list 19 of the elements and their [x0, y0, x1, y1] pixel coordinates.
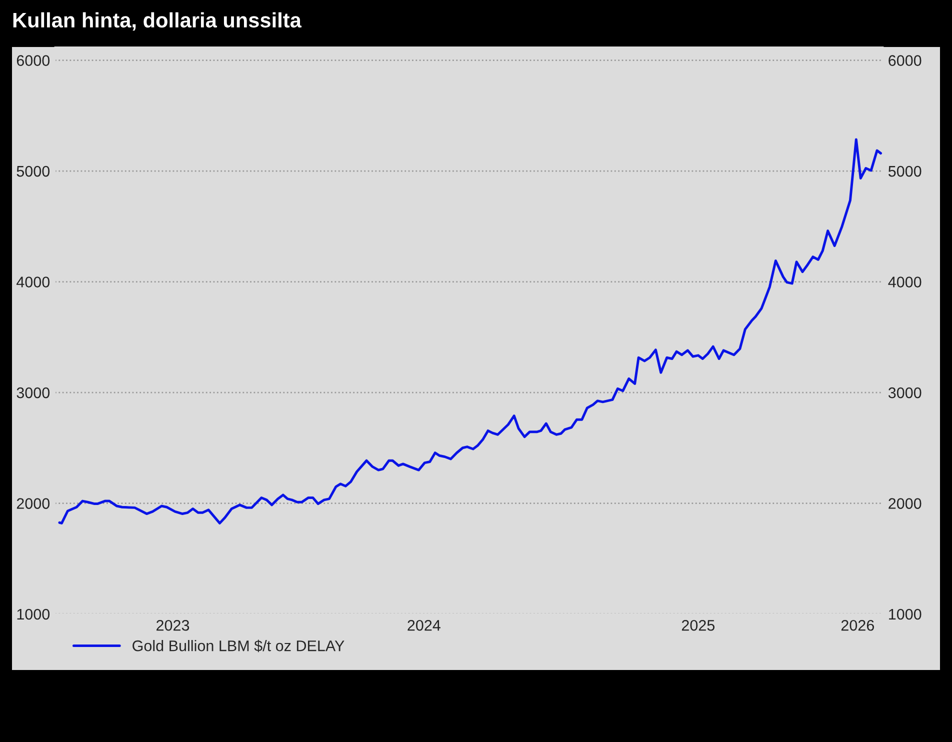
y2-tick-label: 4000	[888, 276, 922, 288]
chart-title: Kullan hinta, dollaria unssilta	[13, 12, 302, 31]
x-tick-label: 2025	[682, 620, 715, 631]
y2-tick-label: 3000	[888, 387, 922, 398]
y2-tick-label: 1000	[889, 608, 922, 620]
y-tick-label: 6000	[16, 55, 50, 66]
y-tick-label: 2000	[16, 498, 50, 509]
line-series	[58, 138, 882, 524]
y2-tick-label: 2000	[888, 498, 922, 509]
y-tick-label: 5000	[16, 166, 50, 177]
y2-tick-label: 5000	[888, 166, 922, 177]
legend-label: Gold Bullion LBM $/t oz DELAY	[132, 640, 344, 652]
y-tick-label: 4000	[16, 276, 50, 288]
y2-tick-label: 6000	[888, 55, 922, 66]
y-tick-label: 1000	[17, 608, 50, 620]
x-tick-label: 2026	[841, 620, 874, 631]
x-tick-label: 2023	[156, 620, 190, 631]
y-tick-label: 3000	[16, 387, 50, 398]
x-tick-label: 2024	[408, 620, 440, 631]
